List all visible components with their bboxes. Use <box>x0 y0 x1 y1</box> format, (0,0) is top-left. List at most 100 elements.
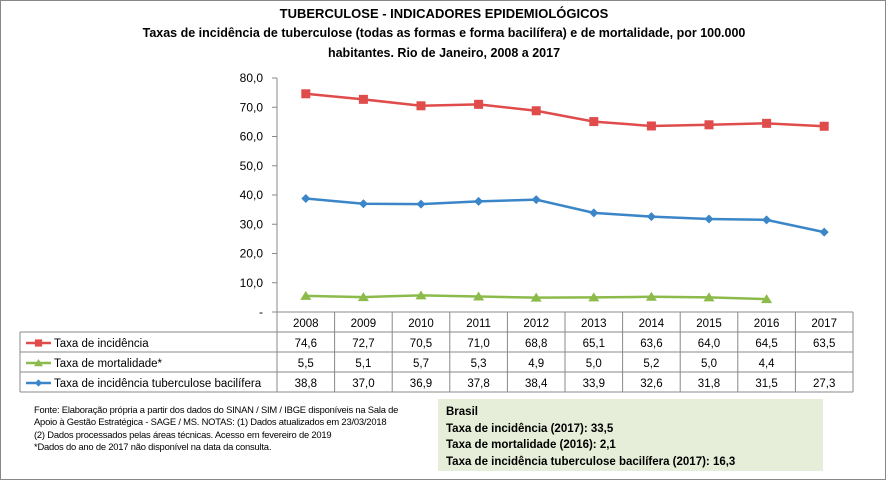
legend-marker <box>34 359 43 367</box>
data-label: 63,5 <box>813 338 835 350</box>
line-plot: - 10,0 20,0 30,0 40,0 50,0 60,0 70,0 80,0 2008 200… <box>19 71 854 393</box>
x-category-label: 2010 <box>408 318 434 330</box>
data-point <box>819 121 829 131</box>
data-point <box>704 120 714 130</box>
legend-label: Taxa de mortalidade* <box>54 358 163 370</box>
data-point <box>416 199 426 209</box>
data-point <box>646 121 656 131</box>
data-point <box>415 290 427 300</box>
series-line-1 <box>305 92 825 128</box>
x-category-label: 2012 <box>523 318 549 330</box>
chart-title: TUBERCULOSE - INDICADORES EPIDEMIOLÓGICO… <box>279 6 609 21</box>
data-point <box>762 118 772 128</box>
x-category-label: 2014 <box>639 318 665 330</box>
brasil-line: Taxa de incidência tuberculose bacilífer… <box>446 455 736 468</box>
data-point <box>589 117 599 127</box>
footnote-line: Fonte: Elaboração própria a partir dos d… <box>34 404 399 415</box>
data-point <box>703 292 715 302</box>
legend-label: Taxa de incidência <box>54 338 149 350</box>
data-label: 31,8 <box>698 378 720 390</box>
data-point <box>301 194 311 204</box>
data-label: 4,9 <box>528 358 544 370</box>
data-point <box>473 291 485 301</box>
legend-marker <box>34 379 43 387</box>
x-category-label: 2015 <box>696 318 722 330</box>
brasil-heading: Brasil <box>446 406 478 418</box>
data-label: 5,0 <box>701 358 717 370</box>
data-label: 5,1 <box>355 358 371 370</box>
x-category-label: 2017 <box>811 318 837 330</box>
y-tick-label: 40,0 <box>240 188 264 202</box>
legend-marker <box>34 339 43 347</box>
data-label: 5,3 <box>471 358 487 370</box>
data-label: 74,6 <box>295 338 317 350</box>
y-tick-label: 80,0 <box>240 71 264 85</box>
data-point <box>301 89 311 99</box>
data-label: 5,0 <box>586 358 602 370</box>
y-tick-label: 20,0 <box>240 247 264 261</box>
data-point <box>358 199 368 209</box>
brasil-line: Taxa de mortalidade (2016): 2,1 <box>446 439 616 451</box>
data-label: 63,6 <box>640 338 662 350</box>
data-label: 37,8 <box>467 378 489 390</box>
data-label: 64,0 <box>698 338 720 350</box>
brasil-line: Taxa de incidência (2017): 33,5 <box>446 422 614 435</box>
x-category-label: 2009 <box>351 318 377 330</box>
x-category-label: 2008 <box>293 318 319 330</box>
data-label: 5,5 <box>298 358 314 370</box>
y-tick-label: 60,0 <box>240 130 264 144</box>
data-point <box>589 208 599 218</box>
data-point <box>588 292 600 302</box>
data-label: 37,0 <box>352 378 374 390</box>
legend-label: Taxa de incidência tuberculose bacilífer… <box>54 378 262 390</box>
data-point <box>645 291 657 301</box>
data-label: 5,7 <box>413 358 429 370</box>
data-label: 68,8 <box>525 338 547 350</box>
footnote-line: (2) Dados processados pelas áreas técnic… <box>34 428 332 440</box>
y-tick-label: 50,0 <box>240 159 264 173</box>
chart-subtitle-line1: Taxas de incidência de tuberculose (toda… <box>142 26 746 40</box>
data-point <box>300 290 312 300</box>
data-point <box>474 99 484 109</box>
data-point <box>531 106 541 116</box>
x-category-label: 2013 <box>581 318 607 330</box>
data-point <box>474 196 484 206</box>
data-label: 65,1 <box>583 338 605 350</box>
data-label: 31,5 <box>755 378 777 390</box>
y-tick-label: 10,0 <box>240 276 264 290</box>
data-point <box>761 294 773 304</box>
data-label: 71,0 <box>467 338 489 350</box>
data-point <box>531 195 541 205</box>
data-point <box>762 215 772 225</box>
data-point <box>819 227 829 237</box>
y-tick-label: 70,0 <box>240 100 264 114</box>
data-label: 5,2 <box>643 358 659 370</box>
data-label: 33,9 <box>583 378 605 390</box>
data-point <box>530 292 542 302</box>
data-label: 38,8 <box>295 378 317 390</box>
data-label: 64,5 <box>755 338 777 350</box>
source-footnote: Fonte: Elaboração própria a partir dos d… <box>34 404 398 453</box>
footnote-line: *Dados do ano de 2017 não disponível na … <box>34 440 272 452</box>
series-line-3 <box>305 197 825 234</box>
data-label: 72,7 <box>352 338 374 350</box>
y-tick-label: 30,0 <box>240 217 264 231</box>
data-label: 4,4 <box>759 358 776 370</box>
data-point <box>704 214 714 224</box>
chart-subtitle-line2: habitantes. Rio de Janeiro, 2008 a 2017 <box>327 46 561 60</box>
data-label: 27,3 <box>813 378 835 390</box>
data-point <box>416 101 426 111</box>
data-label: 70,5 <box>410 338 432 350</box>
data-label: 38,4 <box>525 378 548 390</box>
x-category-label: 2011 <box>466 318 491 330</box>
data-label: 32,6 <box>640 378 662 390</box>
x-category-label: 2016 <box>754 318 780 330</box>
data-point <box>646 212 656 222</box>
data-point <box>358 94 368 104</box>
footnote-line: Apoio à Gestão Estratégica - SAGE / MS. … <box>34 416 387 428</box>
data-point <box>357 292 369 302</box>
y-tick-label: - <box>259 305 263 319</box>
brasil-summary-box: Brasil Taxa de incidência (2017): 33,5 T… <box>438 399 823 471</box>
data-label: 36,9 <box>410 378 432 390</box>
